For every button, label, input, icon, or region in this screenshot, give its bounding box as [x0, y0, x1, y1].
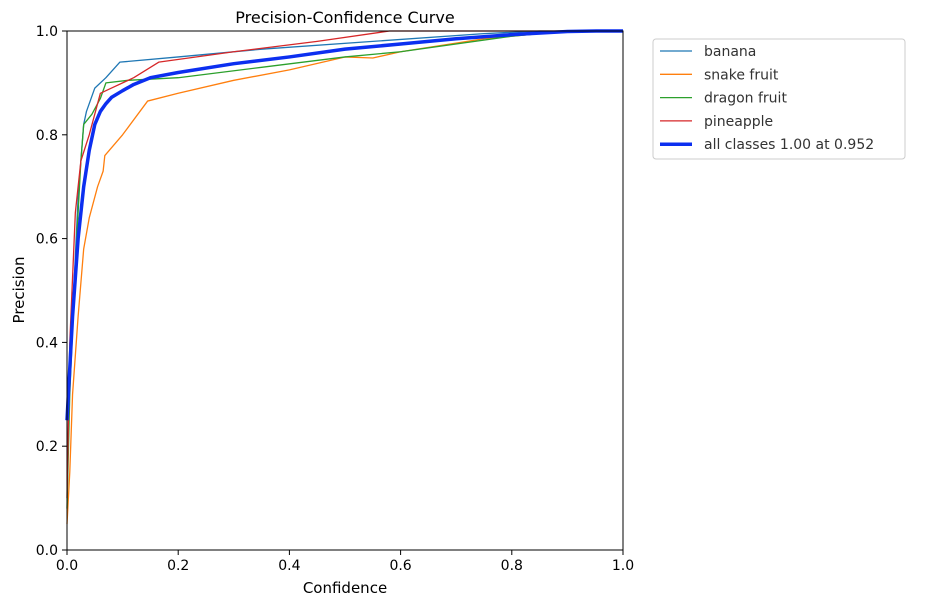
x-tick-label: 1.0	[612, 558, 634, 574]
legend-label: dragon fruit	[704, 91, 787, 107]
series-line-dragon-fruit	[66, 30, 623, 509]
plot-frame	[66, 30, 624, 551]
y-tick-label: 0.6	[36, 232, 58, 248]
legend-label: all classes 1.00 at 0.952	[704, 137, 874, 153]
series-line-pineapple	[66, 30, 623, 499]
legend-label: snake fruit	[704, 67, 779, 83]
y-tick-label: 0.8	[36, 128, 58, 144]
y-axis-ticks: 0.0 0.2 0.4 0.6 0.8 1.0	[36, 24, 67, 559]
y-tick-label: 0.0	[36, 543, 58, 559]
x-tick-label: 0.8	[501, 558, 523, 574]
x-axis-label: Confidence	[303, 579, 387, 596]
chart-title: Precision-Confidence Curve	[235, 8, 454, 27]
legend-items: banana snake fruit dragon fruit pineapple al…	[660, 44, 874, 153]
y-tick-label: 0.2	[36, 439, 58, 455]
plot-area	[65, 29, 624, 551]
x-axis-ticks: 0.0 0.2 0.4 0.6 0.8 1.0	[56, 550, 634, 574]
y-tick-label: 0.4	[36, 335, 58, 351]
y-tick-label: 1.0	[36, 24, 58, 40]
x-tick-label: 0.4	[278, 558, 300, 574]
y-axis-label: Precision	[10, 257, 28, 324]
x-tick-label: 0.0	[56, 558, 78, 574]
legend-label: pineapple	[704, 114, 773, 130]
x-tick-label: 0.2	[167, 558, 189, 574]
legend-frame	[652, 38, 906, 160]
series-line-snake-fruit	[66, 30, 623, 525]
series-line-all-classes-1-00-at-0-952	[65, 29, 623, 421]
legend-label: banana	[704, 44, 756, 60]
series-layer	[65, 29, 623, 525]
series-line-banana	[66, 30, 623, 421]
legend: banana snake fruit dragon fruit pineapple al…	[652, 38, 906, 160]
x-tick-label: 0.6	[389, 558, 411, 574]
